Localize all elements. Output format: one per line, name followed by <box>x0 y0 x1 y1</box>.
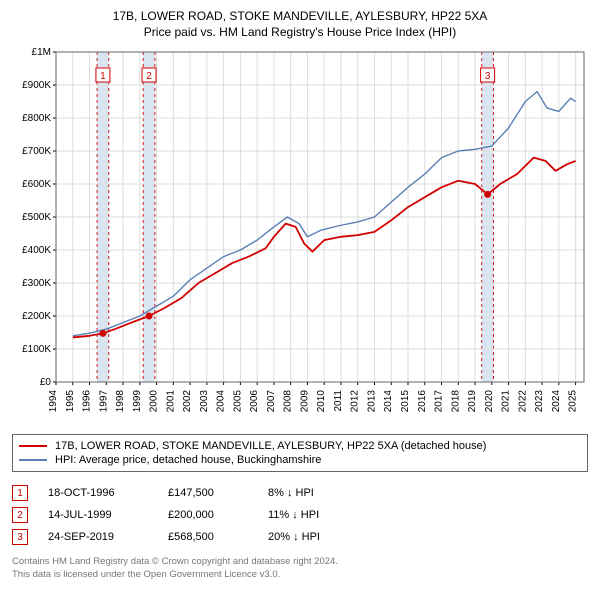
svg-text:2023: 2023 <box>534 390 545 413</box>
svg-text:£400K: £400K <box>22 245 51 256</box>
svg-text:1998: 1998 <box>115 390 126 413</box>
data-point-date: 18-OCT-1996 <box>48 487 148 499</box>
svg-text:£900K: £900K <box>22 80 51 91</box>
svg-text:2003: 2003 <box>199 390 210 413</box>
svg-text:2006: 2006 <box>249 390 260 413</box>
svg-text:1999: 1999 <box>132 390 143 413</box>
data-point-row: 2 14-JUL-1999 £200,000 11% ↓ HPI <box>12 504 588 526</box>
data-point-row: 3 24-SEP-2019 £568,500 20% ↓ HPI <box>12 526 588 548</box>
legend-row: HPI: Average price, detached house, Buck… <box>19 453 581 467</box>
svg-text:2014: 2014 <box>383 390 394 413</box>
svg-text:1997: 1997 <box>98 390 109 413</box>
data-point-price: £568,500 <box>168 531 248 543</box>
data-point-row: 1 18-OCT-1996 £147,500 8% ↓ HPI <box>12 482 588 504</box>
svg-text:2025: 2025 <box>568 390 579 413</box>
footer-line-2: This data is licensed under the Open Gov… <box>12 569 588 582</box>
svg-text:£500K: £500K <box>22 212 51 223</box>
data-point-date: 24-SEP-2019 <box>48 531 148 543</box>
legend: 17B, LOWER ROAD, STOKE MANDEVILLE, AYLES… <box>12 434 588 472</box>
svg-text:2: 2 <box>146 71 152 82</box>
svg-text:3: 3 <box>485 71 491 82</box>
svg-text:2017: 2017 <box>434 390 445 413</box>
data-point-marker: 1 <box>12 485 28 501</box>
svg-text:£200K: £200K <box>22 311 51 322</box>
data-point-hpi: 8% ↓ HPI <box>268 487 358 499</box>
footer-line-1: Contains HM Land Registry data © Crown c… <box>12 556 588 569</box>
svg-text:2018: 2018 <box>450 390 461 413</box>
svg-text:2004: 2004 <box>216 390 227 413</box>
svg-text:1996: 1996 <box>82 390 93 413</box>
data-point-marker: 2 <box>12 507 28 523</box>
svg-text:2005: 2005 <box>232 390 243 413</box>
svg-text:2016: 2016 <box>417 390 428 413</box>
svg-text:2013: 2013 <box>366 390 377 413</box>
svg-text:1994: 1994 <box>48 390 59 413</box>
data-point-marker: 3 <box>12 529 28 545</box>
legend-label: HPI: Average price, detached house, Buck… <box>55 454 321 466</box>
svg-text:2019: 2019 <box>467 390 478 413</box>
svg-text:2010: 2010 <box>316 390 327 413</box>
svg-text:£300K: £300K <box>22 278 51 289</box>
svg-text:2000: 2000 <box>149 390 160 413</box>
svg-text:1: 1 <box>100 71 106 82</box>
svg-text:2007: 2007 <box>266 390 277 413</box>
svg-text:2002: 2002 <box>182 390 193 413</box>
chart: £0 £100K £200K £300K £400K £500K £600K £700K £80… <box>10 46 590 426</box>
svg-text:2021: 2021 <box>501 390 512 413</box>
legend-swatch <box>19 459 47 461</box>
data-point-date: 14-JUL-1999 <box>48 509 148 521</box>
legend-label: 17B, LOWER ROAD, STOKE MANDEVILLE, AYLES… <box>55 440 486 452</box>
footer-attribution: Contains HM Land Registry data © Crown c… <box>12 556 588 582</box>
svg-text:£800K: £800K <box>22 113 51 124</box>
svg-text:£100K: £100K <box>22 344 51 355</box>
svg-text:£0: £0 <box>40 377 52 388</box>
svg-text:2009: 2009 <box>299 390 310 413</box>
svg-text:£700K: £700K <box>22 146 51 157</box>
chart-title: 17B, LOWER ROAD, STOKE MANDEVILLE, AYLES… <box>10 8 590 40</box>
svg-text:2024: 2024 <box>551 390 562 413</box>
data-point-price: £147,500 <box>168 487 248 499</box>
data-point-price: £200,000 <box>168 509 248 521</box>
data-points-table: 1 18-OCT-1996 £147,500 8% ↓ HPI 2 14-JUL-1999… <box>12 482 588 548</box>
legend-swatch <box>19 445 47 447</box>
svg-text:2015: 2015 <box>400 390 411 413</box>
svg-text:£1M: £1M <box>32 47 51 58</box>
title-line-1: 17B, LOWER ROAD, STOKE MANDEVILLE, AYLES… <box>10 8 590 24</box>
data-point-hpi: 11% ↓ HPI <box>268 509 358 521</box>
svg-text:£600K: £600K <box>22 179 51 190</box>
title-line-2: Price paid vs. HM Land Registry's House … <box>10 24 590 40</box>
data-point-hpi: 20% ↓ HPI <box>268 531 358 543</box>
legend-row: 17B, LOWER ROAD, STOKE MANDEVILLE, AYLES… <box>19 439 581 453</box>
svg-text:2022: 2022 <box>517 390 528 413</box>
svg-text:2020: 2020 <box>484 390 495 413</box>
svg-text:2011: 2011 <box>333 390 344 412</box>
svg-text:2008: 2008 <box>283 390 294 413</box>
svg-text:2012: 2012 <box>350 390 361 413</box>
svg-text:2001: 2001 <box>165 390 176 413</box>
svg-text:1995: 1995 <box>65 390 76 413</box>
